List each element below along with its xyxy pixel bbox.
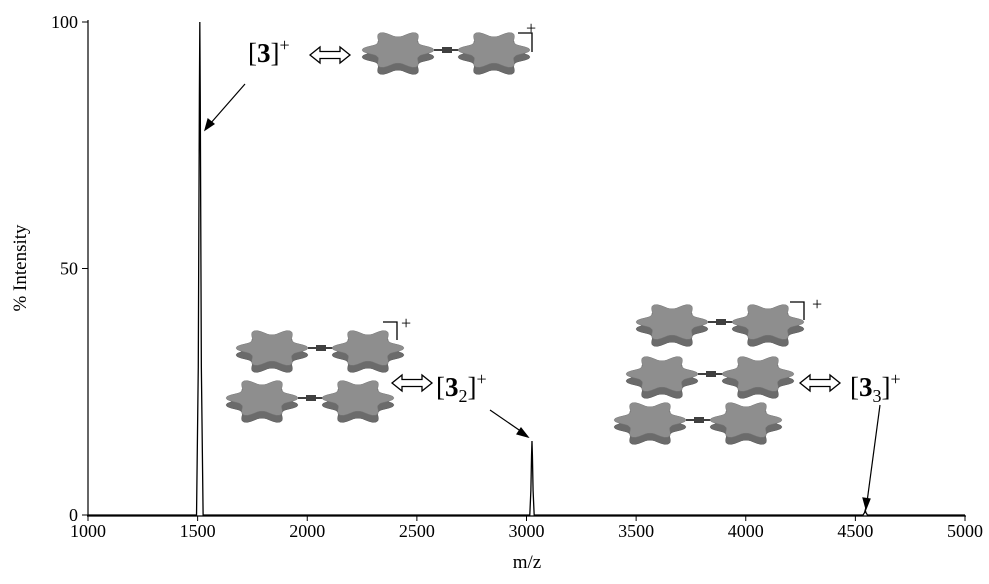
subscript: 2 [459, 386, 468, 406]
compound-number: 3 [859, 372, 873, 402]
pointer-arrows [203, 83, 881, 511]
y-tick-label: 0 [69, 505, 78, 525]
complex-charge: + [812, 294, 822, 314]
y-tick-label: 100 [51, 12, 78, 32]
bracket: [ [850, 372, 859, 402]
bracket: ] [271, 38, 280, 68]
y-tick-label: 50 [60, 259, 78, 279]
complex-bracket [790, 301, 805, 320]
compound-number: 3 [257, 38, 271, 68]
x-tick-label: 1500 [180, 521, 216, 541]
structure-icons [203, 32, 881, 511]
bracket: ] [882, 372, 891, 402]
complex-bracket [383, 321, 398, 340]
y-axis-title: % Intensity [10, 224, 31, 312]
x-axis-title: m/z [513, 552, 542, 573]
x-tick-label: 2500 [399, 521, 435, 541]
charge: + [477, 369, 487, 389]
x-tick-label: 4000 [728, 521, 764, 541]
complex-charge: + [526, 18, 536, 38]
ion-label: [32]+ [436, 369, 487, 406]
bracket: ] [468, 372, 477, 402]
x-tick-label: 3000 [509, 521, 545, 541]
x-tick-label: 2000 [289, 521, 325, 541]
charge: + [280, 35, 290, 55]
charge: + [891, 369, 901, 389]
x-tick-label: 4500 [837, 521, 873, 541]
x-tick-label: 1000 [70, 521, 106, 541]
ion-label: [3]+ [248, 35, 290, 68]
bracket: [ [248, 38, 257, 68]
ion-label: [33]+ [850, 369, 901, 406]
spectrum-line [88, 21, 965, 516]
complex-bracket [518, 32, 533, 52]
complex-charge: + [401, 313, 411, 333]
compound-number: 3 [445, 372, 459, 402]
x-tick-label: 3500 [618, 521, 654, 541]
subscript: 3 [873, 386, 882, 406]
bracket: [ [436, 372, 445, 402]
x-tick-label: 5000 [947, 521, 983, 541]
